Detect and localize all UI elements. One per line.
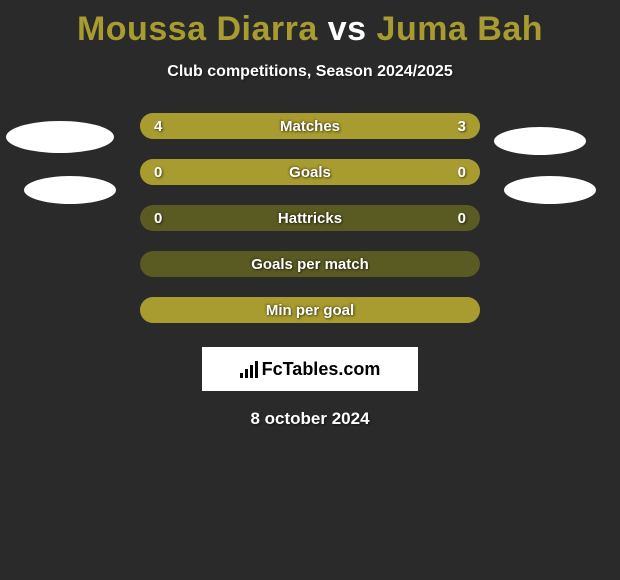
ellipse-left-2: [24, 176, 116, 204]
stat-row: Goals0 0: [140, 159, 480, 185]
stat-row-label: Min per goal: [140, 297, 480, 323]
page-title: Moussa Diarra vs Juma Bah: [0, 0, 620, 49]
ellipse-left-1: [6, 121, 114, 153]
stat-row-value-right: 3: [458, 113, 466, 139]
ellipse-right-2: [504, 176, 596, 204]
title-player1: Moussa Diarra: [77, 10, 318, 48]
stat-row-label: Matches: [140, 113, 480, 139]
stat-row: Goals per match: [140, 251, 480, 277]
date-label: 8 october 2024: [0, 409, 620, 429]
stat-row-value-right: 0: [458, 159, 466, 185]
stat-row: Min per goal: [140, 297, 480, 323]
stat-row-label: Goals per match: [140, 251, 480, 277]
logo-bars-icon: [240, 360, 258, 378]
stat-row-value-left: 0: [154, 205, 162, 231]
ellipse-right-1: [494, 127, 586, 155]
subtitle: Club competitions, Season 2024/2025: [0, 63, 620, 81]
stat-row: Hattricks0 0: [140, 205, 480, 231]
logo-box: FcTables.com: [202, 347, 418, 391]
stat-row-value-left: 0: [154, 159, 162, 185]
stat-row: Matches4 3: [140, 113, 480, 139]
title-vs: vs: [328, 10, 367, 48]
stat-row-value-left: 4: [154, 113, 162, 139]
stat-row-label: Goals: [140, 159, 480, 185]
stat-row-label: Hattricks: [140, 205, 480, 231]
logo-text: FcTables.com: [262, 359, 381, 380]
title-player2: Juma Bah: [377, 10, 544, 48]
stat-row-value-right: 0: [458, 205, 466, 231]
